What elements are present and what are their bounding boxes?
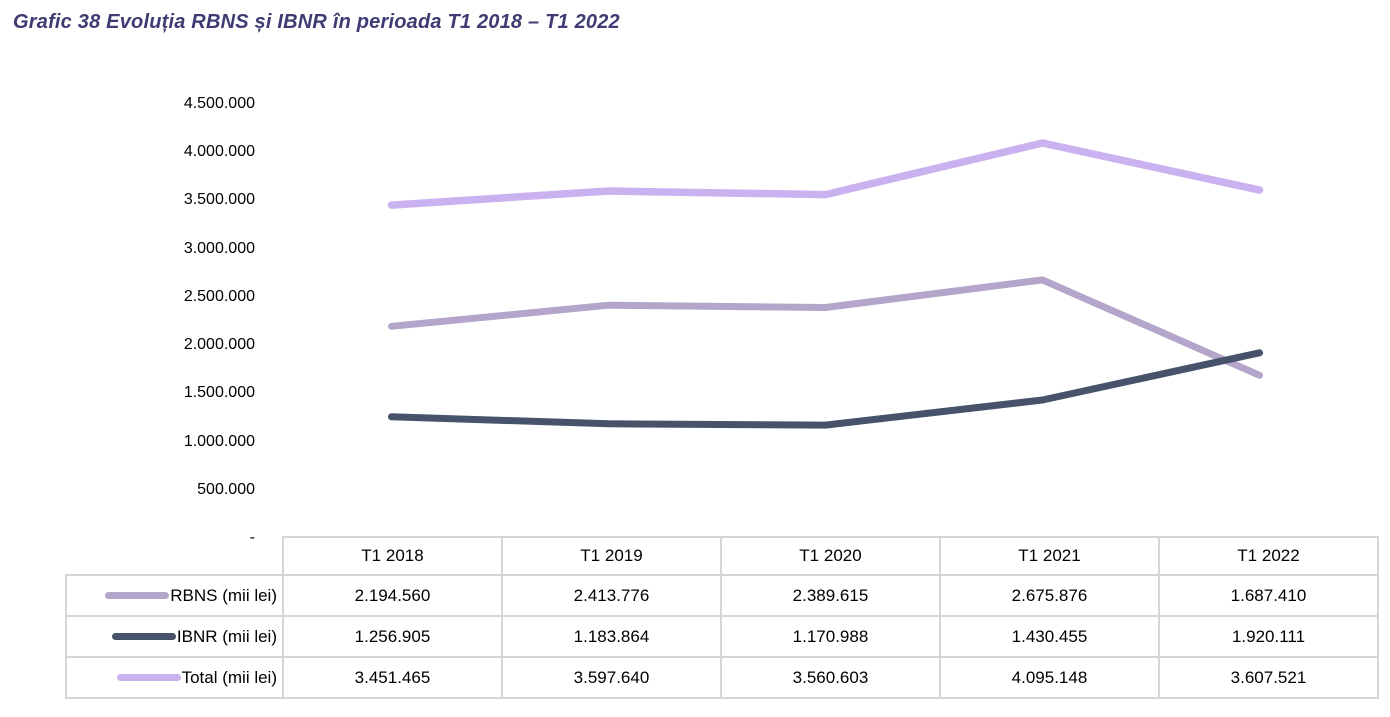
legend-swatch-rbns <box>105 592 170 599</box>
value-cell: 2.194.560 <box>282 574 503 617</box>
column-header: T1 2018 <box>282 536 503 576</box>
legend-cell: IBNR (mii lei) <box>65 615 284 658</box>
value-cell: 3.451.465 <box>282 656 503 699</box>
table-row: RBNS (mii lei) 2.194.560 2.413.776 2.389.61… <box>65 574 1379 617</box>
value-cell: 3.560.603 <box>720 656 941 699</box>
value-cell: 1.170.988 <box>720 615 941 658</box>
y-tick-label: 1.000.000 <box>183 432 255 450</box>
data-table: T1 2018 T1 2019 T1 2020 T1 2021 T1 2022 RBNS … <box>65 536 1379 699</box>
legend-label: IBNR (mii lei) <box>176 626 277 646</box>
column-header: T1 2019 <box>501 536 722 576</box>
y-tick-label: 2.000.000 <box>183 336 255 354</box>
value-cell: 3.597.640 <box>501 656 722 699</box>
value-cell: 1.430.455 <box>939 615 1160 658</box>
value-cell: 3.607.521 <box>1158 656 1379 699</box>
y-tick-label: 3.000.000 <box>183 239 255 257</box>
value-cell: 4.095.148 <box>939 656 1160 699</box>
y-tick-label: 4.500.000 <box>183 95 255 112</box>
series-line-rbns <box>388 276 1263 379</box>
column-header: T1 2020 <box>720 536 941 576</box>
value-cell: 1.183.864 <box>501 615 722 658</box>
column-header: T1 2022 <box>1158 536 1379 576</box>
y-tick-label: 3.500.000 <box>183 191 255 209</box>
value-cell: 1.687.410 <box>1158 574 1379 617</box>
value-cell: 2.389.615 <box>720 574 941 617</box>
value-cell: 1.256.905 <box>282 615 503 658</box>
table-corner-cell <box>66 537 283 575</box>
legend-swatch-total <box>116 674 181 681</box>
y-tick-label: - <box>249 528 255 546</box>
legend-swatch-ibnr <box>111 633 176 640</box>
legend-cell: RBNS (mii lei) <box>65 574 284 617</box>
value-cell: 1.920.111 <box>1158 615 1379 658</box>
chart-title: Grafic 38 Evoluția RBNS și IBNR în perio… <box>13 11 620 33</box>
series-line-total <box>387 139 1264 209</box>
legend-label: RBNS (mii lei) <box>170 585 277 605</box>
table-row: IBNR (mii lei) 1.256.905 1.183.864 1.170.98… <box>65 615 1379 658</box>
y-tick-label: 2.500.000 <box>183 287 255 305</box>
series-line-ibnr <box>388 349 1263 429</box>
column-header: T1 2021 <box>939 536 1160 576</box>
legend-cell: Total (mii lei) <box>65 656 284 699</box>
legend-label: Total (mii lei) <box>181 667 277 687</box>
y-tick-label: 4.000.000 <box>183 143 255 161</box>
y-tick-label: 1.500.000 <box>183 384 255 402</box>
value-cell: 2.675.876 <box>939 574 1160 617</box>
table-row: Total (mii lei) 3.451.465 3.597.640 3.560.6… <box>65 656 1379 699</box>
value-cell: 2.413.776 <box>501 574 722 617</box>
y-tick-label: 500.000 <box>197 480 255 498</box>
